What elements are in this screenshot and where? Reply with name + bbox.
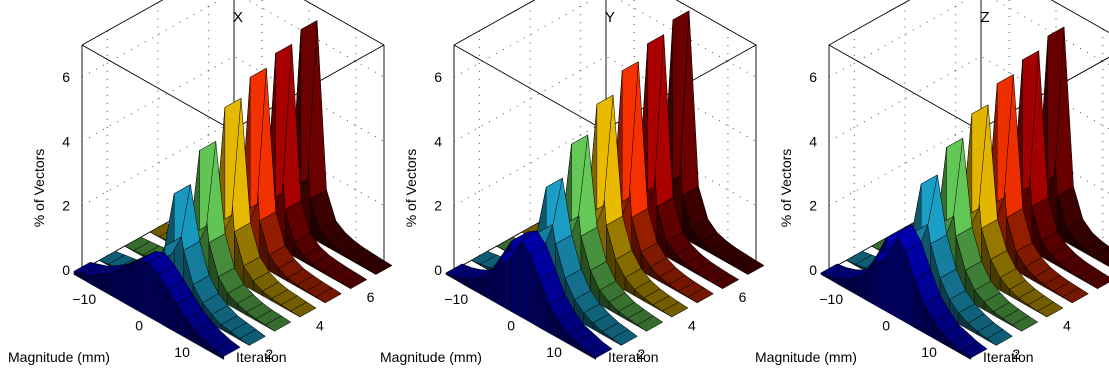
ribbon-segment	[471, 260, 481, 267]
subplot-x: X % of Vectors Magnitude (mm) Iteration …	[8, 0, 393, 365]
iteration-tick-label: 4	[1063, 318, 1071, 334]
ribbon-segment	[473, 276, 484, 297]
axis-box-edge	[81, 0, 164, 46]
y-tick-label: 4	[434, 133, 442, 149]
ribbon-segment	[1103, 259, 1109, 267]
ribbon-segment	[839, 278, 850, 291]
ribbon-segment	[120, 264, 131, 307]
iteration-tick-label: 4	[316, 318, 324, 334]
iteration-axis-label: Iteration	[608, 349, 659, 365]
axis-box-edge	[453, 44, 605, 131]
grid-line	[828, 0, 1109, 78]
axis-box-edge	[828, 0, 911, 46]
x-tick-label: 10	[921, 344, 937, 360]
y-tick-label: 2	[62, 198, 70, 214]
ribbon-segment	[520, 239, 531, 323]
ribbon-segment	[129, 259, 140, 313]
y-tick-label: 0	[62, 262, 70, 278]
y-tick-label: 6	[809, 69, 817, 85]
x-tick-label: 0	[135, 318, 143, 334]
x-axis-label: Magnitude (mm)	[755, 349, 857, 365]
ribbon-segment	[846, 260, 856, 267]
x-tick-label: −10	[444, 291, 468, 307]
ribbon-segment	[124, 246, 135, 252]
subplot-y: Y % of Vectors Magnitude (mm) Iteration …	[380, 0, 765, 365]
iteration-tick-label: 6	[739, 289, 747, 305]
y-tick-label: 6	[434, 69, 442, 85]
iteration-tick-label: 2	[1012, 346, 1020, 362]
y-axis-label: % of Vectors	[31, 149, 47, 228]
ribbon-iteration-1	[820, 224, 988, 360]
x-tick-label: 10	[174, 344, 190, 360]
ribbon-segment	[101, 273, 112, 297]
axis-box-edge	[828, 44, 980, 131]
iteration-tick-label: 2	[265, 346, 273, 362]
ribbon-segment	[464, 278, 475, 291]
x-tick-label: 0	[882, 318, 890, 334]
ribbon-iteration-1	[73, 250, 241, 360]
iteration-tick-label: 2	[637, 346, 645, 362]
x-tick-label: 10	[546, 344, 562, 360]
y-tick-label: 2	[809, 198, 817, 214]
axis-box-edge	[81, 44, 233, 131]
axis-box-edge	[1050, 0, 1109, 34]
ribbon-segment	[73, 271, 84, 281]
subplot-title: Z	[980, 9, 989, 26]
subplot-z: Z % of Vectors Magnitude (mm) Iteration …	[755, 0, 1109, 365]
x-tick-label: −10	[72, 291, 96, 307]
ribbon-iteration-1	[445, 230, 613, 360]
y-tick-label: 2	[434, 198, 442, 214]
ribbon-segment	[149, 231, 160, 238]
axis-box-edge	[453, 0, 536, 46]
iteration-axis-label: Iteration	[983, 349, 1034, 365]
ribbon-segment	[83, 273, 93, 286]
ribbon-segment	[445, 272, 456, 281]
ribbon-segment	[111, 268, 122, 302]
subplot-title: X	[233, 9, 243, 26]
subplot-title: Y	[605, 9, 615, 26]
ribbon-segment	[92, 274, 103, 291]
ribbon-segment	[820, 272, 831, 281]
y-axis-label: % of Vectors	[403, 149, 419, 228]
y-tick-label: 0	[434, 262, 442, 278]
iteration-tick-label: 6	[367, 289, 375, 305]
ribbon-segment	[139, 260, 150, 318]
ribbon-segment	[99, 260, 109, 267]
y-tick-label: 0	[809, 262, 817, 278]
iteration-axis-label: Iteration	[236, 349, 287, 365]
x-axis-label: Magnitude (mm)	[8, 349, 110, 365]
y-tick-label: 4	[62, 133, 70, 149]
x-tick-label: 0	[507, 318, 515, 334]
ribbon-segment	[848, 276, 859, 297]
y-axis-label: % of Vectors	[778, 149, 794, 228]
iteration-tick-label: 4	[688, 318, 696, 334]
x-tick-label: −10	[819, 291, 843, 307]
y-tick-label: 6	[62, 69, 70, 85]
x-axis-label: Magnitude (mm)	[380, 349, 482, 365]
y-tick-label: 4	[809, 133, 817, 149]
